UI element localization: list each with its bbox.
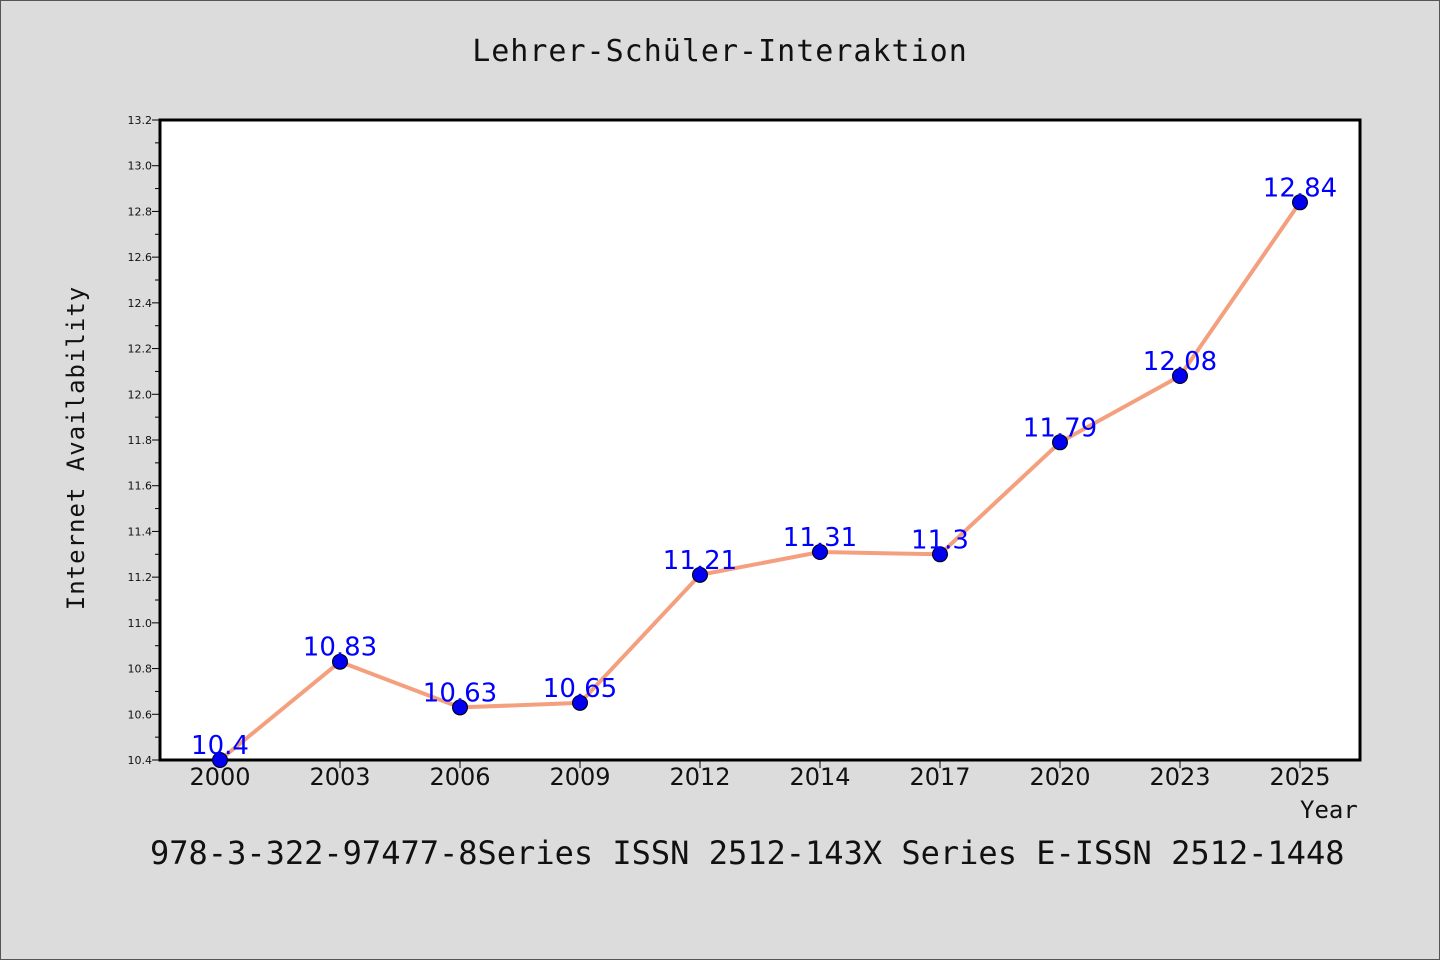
data-point — [692, 566, 708, 583]
y-tick-label: 10.8 — [128, 663, 153, 676]
data-label: 11.3 — [911, 525, 969, 555]
data-point — [812, 544, 828, 560]
y-tick-label: 10.6 — [128, 708, 153, 721]
y-tick-label: 11.8 — [128, 434, 153, 447]
plot-area — [158, 118, 1362, 762]
y-tick-label: 12.6 — [128, 251, 153, 264]
data-point — [932, 546, 948, 563]
y-tick-label: 12.0 — [128, 388, 153, 401]
data-point — [1052, 434, 1068, 451]
x-tick-label: 2017 — [909, 763, 970, 791]
y-tick-label: 13.0 — [128, 160, 153, 173]
data-label: 12.84 — [1263, 173, 1337, 203]
data-label: 10.63 — [423, 678, 497, 708]
footer-text: 978-3-322-97477-8Series ISSN 2512-143X S… — [150, 834, 1345, 872]
data-label: 11.31 — [783, 523, 857, 553]
data-label: 10.4 — [191, 731, 249, 761]
data-label: 10.65 — [543, 674, 617, 704]
y-tick-label: 12.8 — [128, 205, 153, 218]
data-label: 12.08 — [1143, 347, 1217, 377]
y-tick-label: 11.4 — [128, 525, 153, 538]
data-label: 11.79 — [1023, 413, 1097, 443]
data-label: 10.83 — [303, 633, 377, 663]
series-line — [218, 201, 1302, 762]
y-tick-label: 11.6 — [128, 480, 153, 493]
y-tick-label: 10.4 — [128, 754, 153, 767]
x-tick-label: 2025 — [1269, 763, 1330, 791]
y-tick-label: 13.2 — [128, 114, 153, 127]
y-tick-label: 11.2 — [128, 571, 153, 584]
data-point — [212, 752, 228, 768]
y-tick-label: 12.2 — [128, 343, 153, 356]
x-tick-label: 2003 — [309, 763, 370, 791]
data-label: 11.21 — [663, 546, 737, 576]
y-tick-label: 11.0 — [128, 617, 153, 630]
x-tick-label: 2009 — [549, 763, 610, 791]
chart-title: Lehrer-Schüler-Interaktion — [472, 34, 968, 69]
y-tick-label: 12.4 — [128, 297, 153, 310]
x-axis-label: Year — [1300, 796, 1358, 824]
x-tick-label: 2023 — [1149, 763, 1210, 791]
data-point — [1172, 368, 1188, 384]
x-tick-label: 2012 — [669, 763, 730, 791]
data-point — [1292, 194, 1308, 211]
data-point — [452, 699, 468, 716]
data-point — [332, 653, 348, 670]
x-tick-label: 2014 — [789, 763, 850, 791]
data-point — [572, 694, 588, 711]
x-tick-label: 2006 — [429, 763, 490, 791]
x-tick-label: 2020 — [1029, 763, 1090, 791]
